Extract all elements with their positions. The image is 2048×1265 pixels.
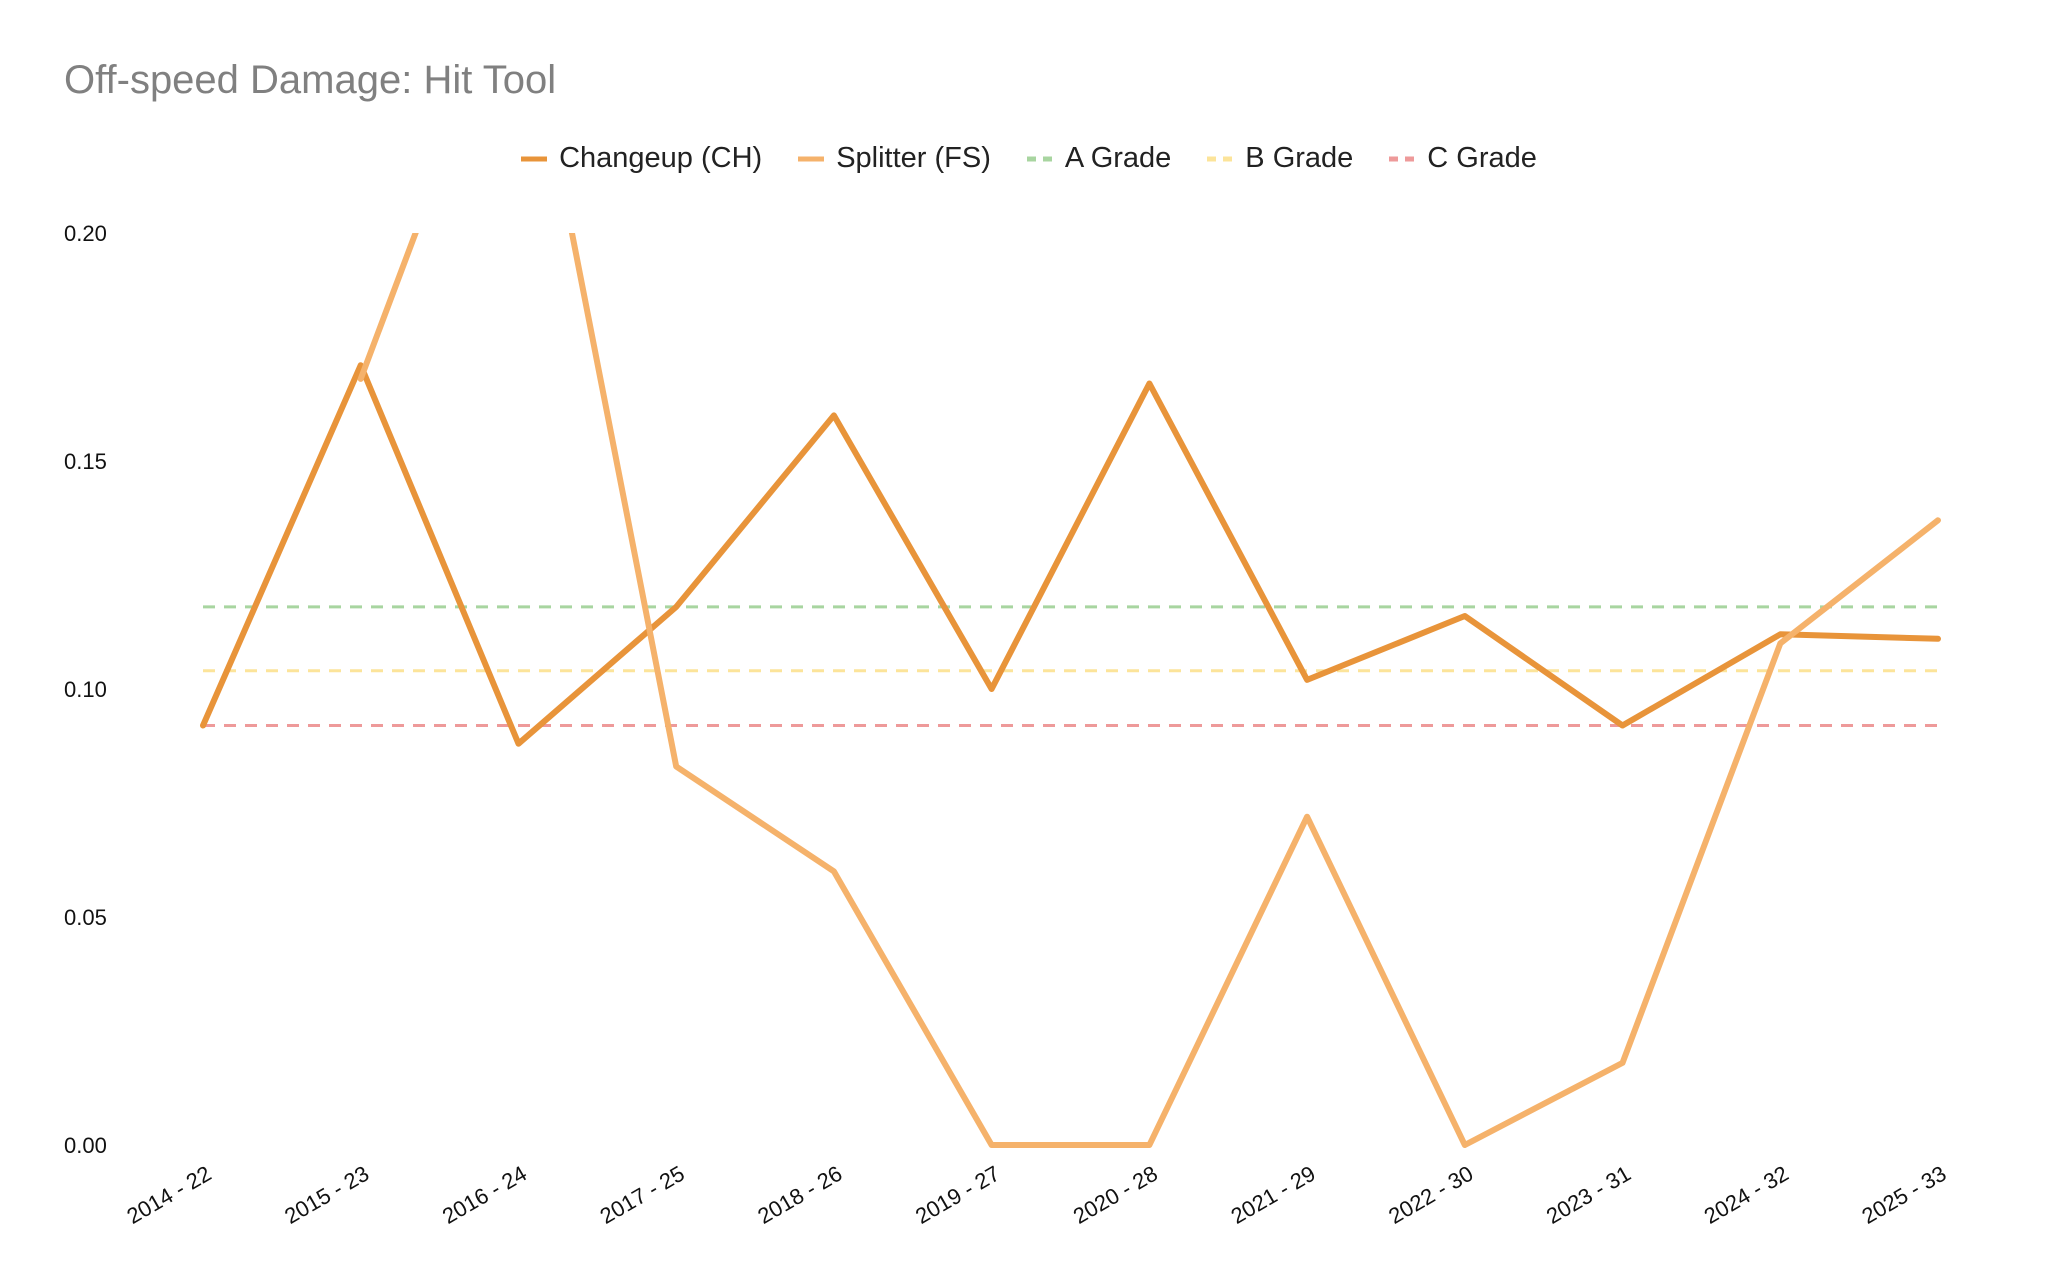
y-tick-label: 0.00 bbox=[64, 1133, 107, 1158]
x-tick-label: 2016 - 24 bbox=[438, 1161, 531, 1229]
legend-label: B Grade bbox=[1245, 142, 1354, 174]
chart-title: Off-speed Damage: Hit Tool bbox=[64, 58, 557, 102]
series-lines bbox=[200, 233, 1941, 1148]
legend-label: A Grade bbox=[1064, 142, 1172, 174]
x-tick-label: 2015 - 23 bbox=[280, 1161, 373, 1229]
legend-label: Changeup (CH) bbox=[559, 142, 763, 174]
legend-item-c-grade[interactable]: C Grade bbox=[1379, 142, 1537, 175]
series-line-changeup-ch bbox=[200, 362, 1941, 747]
legend-swatch bbox=[798, 156, 825, 162]
legend-item-a-grade[interactable]: A Grade bbox=[1017, 142, 1171, 175]
y-tick-label: 0.10 bbox=[64, 677, 107, 702]
legend-swatch bbox=[1389, 156, 1416, 162]
series-line-splitter-fs bbox=[357, 233, 1941, 1148]
legend: Changeup (CH) Splitter (FS) A Grade B Grade… bbox=[0, 142, 2048, 175]
legend-item-splitter-fs[interactable]: Splitter (FS) bbox=[788, 142, 991, 175]
legend-label: Splitter (FS) bbox=[836, 142, 991, 174]
x-axis-ticks: 2014 - 22 2015 - 23 2016 - 24 2017 - 25 2018… bbox=[122, 1161, 1950, 1229]
reference-lines bbox=[203, 605, 1938, 727]
x-tick-label: 2025 - 33 bbox=[1857, 1161, 1950, 1229]
x-tick-label: 2017 - 25 bbox=[596, 1161, 689, 1229]
x-tick-label: 2020 - 28 bbox=[1069, 1161, 1162, 1229]
x-tick-label: 2024 - 32 bbox=[1700, 1161, 1793, 1229]
y-tick-label: 0.20 bbox=[64, 221, 107, 246]
x-tick-label: 2022 - 30 bbox=[1384, 1161, 1477, 1229]
legend-label: C Grade bbox=[1427, 142, 1537, 174]
x-tick-label: 2021 - 29 bbox=[1227, 1161, 1320, 1229]
legend-item-changeup-ch[interactable]: Changeup (CH) bbox=[511, 142, 762, 175]
y-tick-label: 0.05 bbox=[64, 905, 107, 930]
legend-swatch bbox=[521, 156, 548, 162]
x-tick-label: 2019 - 27 bbox=[911, 1161, 1004, 1229]
x-tick-label: 2023 - 31 bbox=[1542, 1161, 1635, 1229]
y-tick-label: 0.15 bbox=[64, 449, 107, 474]
x-tick-label: 2018 - 26 bbox=[753, 1161, 846, 1229]
x-tick-label: 2014 - 22 bbox=[122, 1161, 215, 1229]
legend-item-b-grade[interactable]: B Grade bbox=[1197, 142, 1353, 175]
legend-swatch bbox=[1026, 156, 1053, 162]
y-axis-ticks: 0.00 0.05 0.10 0.15 0.20 bbox=[64, 221, 107, 1158]
legend-swatch bbox=[1207, 156, 1234, 162]
